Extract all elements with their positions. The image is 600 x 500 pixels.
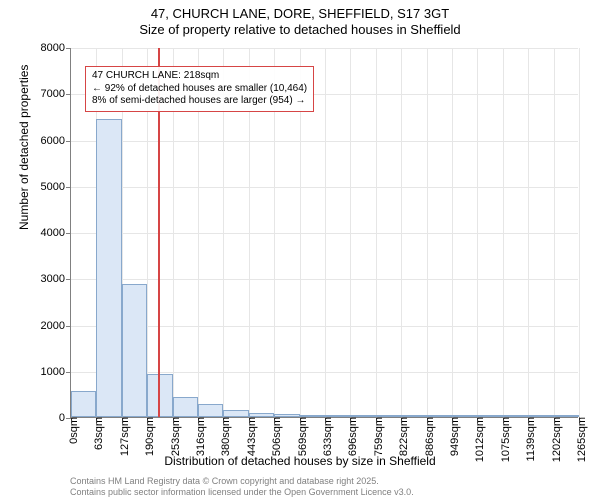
chart-title: 47, CHURCH LANE, DORE, SHEFFIELD, S17 3G… (0, 0, 600, 39)
gridline-v (528, 48, 529, 417)
footer-line-2: Contains public sector information licen… (70, 487, 414, 498)
histogram-bar (71, 391, 96, 417)
histogram-bar (249, 413, 274, 417)
histogram-bar (401, 415, 426, 417)
gridline-v (452, 48, 453, 417)
histogram-bar (427, 415, 452, 417)
y-axis-label: Number of detached properties (17, 65, 31, 230)
x-axis-label: Distribution of detached houses by size … (0, 454, 600, 468)
histogram-bar (376, 415, 401, 417)
histogram-bar (350, 415, 375, 417)
histogram-bar (554, 415, 579, 417)
y-tick-label: 3000 (41, 273, 71, 285)
gridline-v (579, 48, 580, 417)
y-tick-label: 1000 (41, 366, 71, 378)
histogram-bar (477, 415, 502, 417)
y-tick-label: 8000 (41, 42, 71, 54)
x-tick-label: 506sqm (265, 417, 283, 456)
x-tick-label: 63sqm (87, 417, 105, 450)
gridline-v (325, 48, 326, 417)
histogram-bar (528, 415, 553, 417)
histogram-bar (274, 414, 299, 417)
x-tick-label: 127sqm (113, 417, 131, 456)
histogram-bar (223, 410, 248, 417)
histogram-bar (122, 284, 147, 417)
x-tick-label: 569sqm (291, 417, 309, 456)
annotation-box: 47 CHURCH LANE: 218sqm← 92% of detached … (85, 66, 314, 112)
x-tick-label: 759sqm (367, 417, 385, 456)
footer-line-1: Contains HM Land Registry data © Crown c… (70, 476, 414, 487)
x-tick-label: 822sqm (392, 417, 410, 456)
x-tick-label: 949sqm (443, 417, 461, 456)
x-tick-label: 886sqm (418, 417, 436, 456)
x-tick-label: 443sqm (240, 417, 258, 456)
gridline-v (554, 48, 555, 417)
title-line-1: 47, CHURCH LANE, DORE, SHEFFIELD, S17 3G… (0, 6, 600, 22)
chart-container: 47, CHURCH LANE, DORE, SHEFFIELD, S17 3G… (0, 0, 600, 500)
annotation-line: 47 CHURCH LANE: 218sqm (92, 70, 307, 83)
gridline-v (350, 48, 351, 417)
x-tick-label: 253sqm (164, 417, 182, 456)
histogram-bar (198, 404, 223, 417)
gridline-v (401, 48, 402, 417)
y-tick-label: 2000 (41, 320, 71, 332)
x-tick-label: 696sqm (341, 417, 359, 456)
y-tick-label: 4000 (41, 227, 71, 239)
x-tick-label: 190sqm (138, 417, 156, 456)
plot-area: 0100020003000400050006000700080000sqm63s… (70, 48, 578, 418)
histogram-bar (96, 119, 121, 417)
title-line-2: Size of property relative to detached ho… (0, 22, 600, 38)
histogram-bar (325, 415, 350, 417)
x-tick-label: 633sqm (316, 417, 334, 456)
x-tick-label: 380sqm (214, 417, 232, 456)
annotation-line: 8% of semi-detached houses are larger (9… (92, 95, 307, 108)
histogram-bar (503, 415, 528, 417)
x-tick-label: 0sqm (62, 417, 80, 444)
histogram-bar (300, 415, 325, 417)
annotation-line: ← 92% of detached houses are smaller (10… (92, 83, 307, 96)
gridline-v (427, 48, 428, 417)
footer-attribution: Contains HM Land Registry data © Crown c… (70, 476, 414, 498)
gridline-v (503, 48, 504, 417)
gridline-v (477, 48, 478, 417)
y-tick-label: 7000 (41, 88, 71, 100)
histogram-bar (173, 397, 198, 417)
y-tick-label: 5000 (41, 181, 71, 193)
y-tick-label: 6000 (41, 135, 71, 147)
x-tick-label: 316sqm (189, 417, 207, 456)
gridline-v (376, 48, 377, 417)
histogram-bar (452, 415, 477, 417)
